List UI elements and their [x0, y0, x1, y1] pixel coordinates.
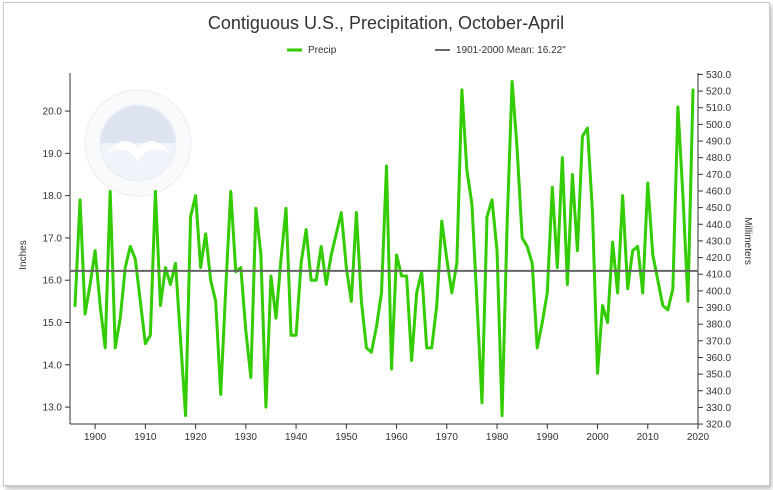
y2-tick-label: 340.0: [706, 386, 731, 397]
y2-tick-label: 430.0: [706, 236, 731, 247]
y2-tick-label: 400.0: [706, 286, 731, 297]
y-tick-label: 16.0: [43, 276, 63, 287]
y2-tick-label: 410.0: [706, 270, 731, 281]
y2-tick-label: 490.0: [706, 137, 731, 148]
legend-precip-label[interactable]: Precip: [308, 45, 337, 56]
x-tick-label: 2020: [687, 432, 710, 443]
x-tick-label: 1950: [335, 432, 358, 443]
chart-title: Contiguous U.S., Precipitation, October-…: [208, 13, 564, 33]
noaa-logo-watermark: [84, 89, 192, 197]
y2-tick-label: 470.0: [706, 170, 731, 181]
chart-frame: Contiguous U.S., Precipitation, October-…: [3, 2, 770, 486]
y2-tick-label: 420.0: [706, 253, 731, 264]
x-tick-label: 1990: [536, 432, 559, 443]
y2-tick-label: 320.0: [706, 420, 731, 431]
y2-tick-label: 440.0: [706, 220, 731, 231]
y-tick-label: 20.0: [43, 107, 63, 118]
x-tick-label: 2000: [586, 432, 609, 443]
y2-tick-label: 370.0: [706, 336, 731, 347]
legend[interactable]: Precip 1901-2000 Mean: 16.22": [287, 45, 566, 56]
y-axis-title-left: Inches: [18, 240, 29, 269]
y2-tick-label: 460.0: [706, 186, 731, 197]
y-tick-label: 19.0: [43, 149, 63, 160]
y2-tick-label: 500.0: [706, 120, 731, 131]
legend-mean-label[interactable]: 1901-2000 Mean: 16.22": [456, 45, 566, 56]
y-axis-title-right: Millimeters: [742, 217, 753, 265]
x-tick-label: 1900: [84, 432, 107, 443]
y-tick-label: 17.0: [43, 233, 63, 244]
y2-tick-label: 360.0: [706, 353, 731, 364]
x-tick-label: 1940: [285, 432, 308, 443]
y2-tick-label: 380.0: [706, 320, 731, 331]
y2-tick-label: 350.0: [706, 370, 731, 381]
y-tick-label: 13.0: [43, 403, 63, 414]
x-tick-label: 1930: [235, 432, 258, 443]
y-tick-label: 14.0: [43, 360, 63, 371]
y-tick-label: 15.0: [43, 318, 63, 329]
chart-svg: Contiguous U.S., Precipitation, October-…: [18, 13, 753, 443]
y2-tick-label: 450.0: [706, 203, 731, 214]
y2-tick-label: 390.0: [706, 303, 731, 314]
x-tick-label: 1920: [184, 432, 207, 443]
y2-tick-label: 530.0: [706, 70, 731, 81]
x-tick-label: 1980: [486, 432, 509, 443]
plot-area: 13.0 14.0 15.0 16.0 17.0 18.0 19.0 20.0 320.0 330…: [43, 70, 732, 443]
y2-tick-label: 520.0: [706, 87, 731, 98]
x-tick-label: 1960: [385, 432, 408, 443]
x-tick-label: 1910: [134, 432, 157, 443]
y2-tick-label: 510.0: [706, 103, 731, 114]
x-tick-label: 2010: [637, 432, 660, 443]
y-tick-label: 18.0: [43, 191, 63, 202]
precip-series-line: [73, 79, 695, 418]
y2-tick-label: 480.0: [706, 153, 731, 164]
x-tick-label: 1970: [436, 432, 459, 443]
y2-tick-label: 330.0: [706, 403, 731, 414]
